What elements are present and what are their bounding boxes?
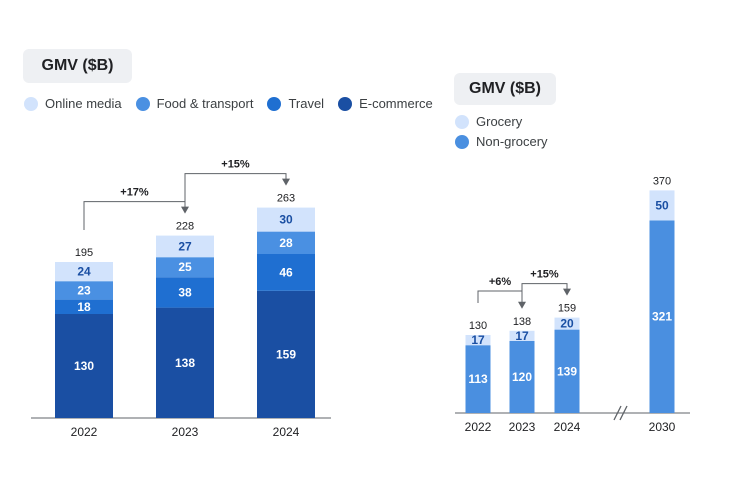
right-chart-title: GMV ($B) [454, 73, 556, 105]
segment-value-label: 30 [279, 213, 293, 227]
segment-value-label: 28 [279, 236, 293, 250]
right-chart-legend: Grocery Non-grocery [455, 114, 562, 154]
bar-segment [509, 330, 535, 341]
segment-value-label: 23 [77, 283, 91, 297]
legend-label: Food & transport [156, 96, 254, 111]
bar-total-label: 370 [653, 175, 671, 187]
bar-segment [156, 257, 214, 278]
bar-segment [465, 345, 491, 413]
segment-value-label: 120 [512, 370, 532, 384]
legend-swatch-ecommerce [338, 96, 353, 111]
x-tick-label: 2022 [71, 425, 98, 439]
bar-total-label: 138 [513, 316, 531, 328]
bar-total-label: 130 [469, 320, 487, 332]
legend-item-travel: Travel [267, 96, 324, 111]
growth-arrowhead [282, 178, 290, 186]
segment-value-label: 50 [655, 198, 669, 212]
bar-total-label: 263 [277, 193, 295, 205]
segment-value-label: 321 [652, 310, 672, 324]
x-tick-label: 2023 [172, 425, 199, 439]
axis-break-mark [613, 405, 622, 421]
segment-value-label: 27 [178, 239, 192, 253]
segment-value-label: 25 [178, 260, 192, 274]
segment-value-label: 139 [557, 364, 577, 378]
bar-total-label: 228 [176, 221, 194, 233]
x-tick-label: 2030 [649, 420, 676, 434]
bar-segment [55, 281, 113, 300]
growth-label: +17% [120, 187, 149, 199]
x-tick-label: 2024 [554, 420, 581, 434]
bar-segment [509, 341, 535, 413]
segment-value-label: 38 [178, 285, 192, 299]
legend-label: Grocery [476, 114, 523, 129]
bar-segment [156, 277, 214, 308]
bar-segment [649, 220, 675, 413]
legend-swatch-non-grocery [455, 134, 469, 149]
segment-value-label: 17 [471, 333, 485, 347]
left-chart-legend: Online media Food & transport Travel E-c… [24, 96, 447, 111]
segment-value-label: 20 [560, 317, 574, 331]
bar-segment [156, 307, 214, 418]
segment-value-label: 138 [175, 356, 195, 370]
x-tick-label: 2023 [509, 420, 536, 434]
bar-segment [257, 290, 315, 418]
bar-segment [55, 262, 113, 282]
segment-value-label: 159 [276, 347, 296, 361]
bar-total-label: 195 [75, 247, 93, 259]
legend-swatch-online-media [24, 96, 38, 111]
legend-label: Travel [288, 96, 325, 111]
bar-segment [465, 335, 491, 346]
growth-connector [477, 290, 523, 303]
growth-arrowhead [563, 288, 571, 296]
bar-segment [649, 190, 675, 221]
axis-break-mark [619, 405, 628, 421]
growth-connector [83, 201, 186, 230]
legend-swatch-travel [267, 96, 282, 111]
growth-connector [521, 283, 568, 299]
bar-total-label: 159 [558, 303, 576, 315]
bar-segment [55, 314, 113, 418]
bar-segment [554, 329, 580, 413]
legend-label: Non-grocery [476, 134, 548, 149]
growth-label: +15% [530, 269, 559, 281]
growth-connector [184, 173, 287, 204]
bar-segment [257, 254, 315, 291]
left-chart-title: GMV ($B) [23, 49, 132, 83]
legend-item-food-transport: Food & transport [135, 96, 254, 111]
growth-arrowhead [518, 301, 526, 309]
segment-value-label: 24 [77, 265, 91, 279]
bar-segment [156, 235, 214, 258]
segment-value-label: 17 [515, 329, 529, 343]
segment-value-label: 113 [468, 372, 488, 386]
segment-value-label: 18 [77, 300, 91, 314]
legend-label: Online media [45, 96, 122, 111]
growth-label: +15% [221, 159, 250, 171]
bar-segment [55, 299, 113, 314]
bar-segment [257, 207, 315, 232]
x-tick-label: 2024 [273, 425, 300, 439]
legend-swatch-food-transport [135, 96, 150, 111]
legend-item-ecommerce: E-commerce [338, 96, 433, 111]
segment-value-label: 130 [74, 359, 94, 373]
legend-item-grocery: Grocery [455, 114, 548, 129]
legend-label: E-commerce [359, 96, 433, 111]
legend-swatch-grocery [455, 114, 469, 129]
growth-label: +6% [489, 276, 512, 288]
growth-arrowhead [181, 206, 189, 214]
legend-item-online-media: Online media [24, 96, 122, 111]
segment-value-label: 46 [279, 265, 293, 279]
legend-item-non-grocery: Non-grocery [455, 134, 548, 149]
x-tick-label: 2022 [465, 420, 492, 434]
bar-segment [257, 231, 315, 254]
bar-segment [554, 317, 580, 330]
